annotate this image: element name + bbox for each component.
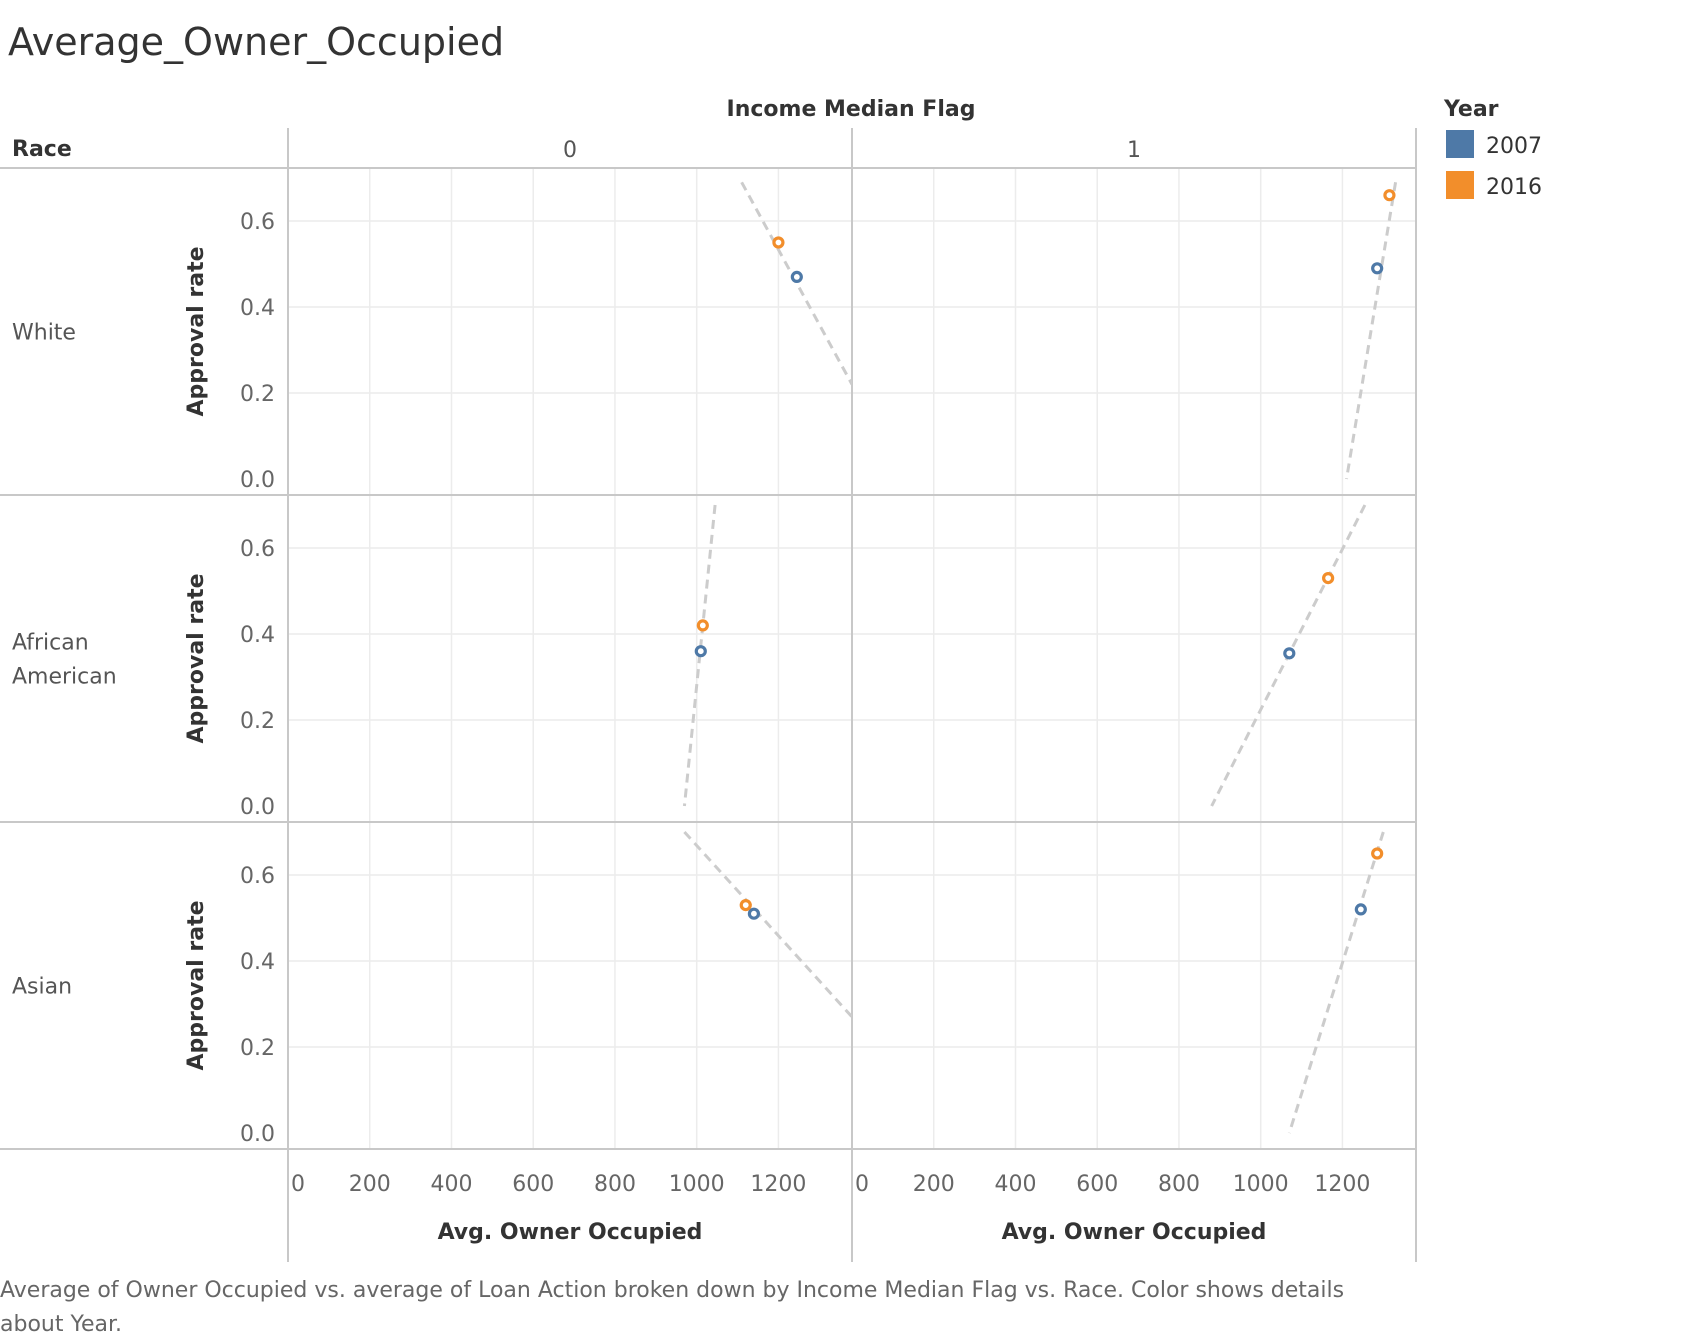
legend: Year 2007 2016 (1443, 97, 1542, 200)
point-2007 (1371, 262, 1384, 275)
column-header-0: 0 (563, 138, 577, 163)
x-tick-label: 1000 (1233, 1172, 1289, 1197)
y-tick-label: 0.4 (240, 623, 275, 648)
frame-layer (0, 128, 1417, 1262)
caption: Average of Owner Occupied vs. average of… (0, 1278, 1344, 1334)
x-tick-label: 400 (430, 1172, 472, 1197)
x-tick-label: 600 (1076, 1172, 1118, 1197)
column-header-1: 1 (1127, 138, 1141, 163)
column-field-header: Income Median Flag (727, 97, 976, 122)
row-label: White (12, 321, 76, 346)
x-tick-label: 800 (594, 1172, 636, 1197)
x-tick-label: 0 (855, 1172, 869, 1197)
y-tick-label: 0.0 (240, 1122, 275, 1147)
x-axis-title: Avg. Owner Occupied (1002, 1220, 1267, 1245)
y-axis-title: Approval rate (184, 246, 209, 416)
legend-title: Year (1443, 97, 1499, 122)
y-tick-label: 0.4 (240, 950, 275, 975)
y-tick-label: 0.6 (240, 210, 275, 235)
point-2016 (696, 619, 709, 632)
x-tick-label: 1200 (750, 1172, 806, 1197)
legend-swatch-2007 (1446, 130, 1474, 158)
point-2016 (1383, 189, 1396, 202)
y-axis-title: Approval rate (184, 900, 209, 1070)
grid-layer (287, 168, 1416, 1149)
trend-line (740, 181, 852, 386)
x-tick-label: 400 (994, 1172, 1036, 1197)
legend-label-2007: 2007 (1486, 134, 1542, 159)
y-tick-label: 0.2 (240, 709, 275, 734)
y-axis-title: Approval rate (184, 573, 209, 743)
caption-line: Average of Owner Occupied vs. average of… (0, 1278, 1344, 1303)
y-tick-label: 0.2 (240, 382, 275, 407)
y-tick-label: 0.6 (240, 864, 275, 889)
y-tick-label: 0.0 (240, 468, 275, 493)
row-label: American (12, 665, 117, 690)
y-tick-label: 0.6 (240, 537, 275, 562)
point-2016 (1322, 571, 1335, 585)
trend-line (1345, 182, 1398, 480)
row-field-header: Race (12, 137, 72, 162)
x-tick-label: 600 (512, 1172, 554, 1197)
y-tick-label: 0.4 (240, 296, 275, 321)
point-2016 (1371, 847, 1384, 860)
point-2016 (739, 898, 752, 912)
point-2007 (694, 645, 707, 658)
y-tick-label: 0.0 (240, 795, 275, 820)
row-label: Asian (12, 975, 72, 1000)
point-2007 (1283, 647, 1296, 660)
caption-line: about Year. (0, 1312, 122, 1334)
x-tick-label: 200 (349, 1172, 391, 1197)
point-2007 (790, 270, 803, 283)
legend-label-2016: 2016 (1486, 175, 1542, 200)
point-2007 (1354, 903, 1367, 916)
point-2007 (747, 907, 761, 920)
chart-title: Average_Owner_Occupied (8, 20, 504, 64)
legend-swatch-2016 (1446, 171, 1474, 199)
x-tick-label: 200 (913, 1172, 955, 1197)
row-label: African (12, 631, 89, 656)
y-tick-label: 0.2 (240, 1036, 275, 1061)
x-tick-label: 0 (291, 1172, 305, 1197)
x-tick-label: 800 (1158, 1172, 1200, 1197)
trend-line (683, 830, 852, 1018)
x-tick-label: 1000 (669, 1172, 725, 1197)
x-tick-label: 1200 (1314, 1172, 1370, 1197)
x-axis-title: Avg. Owner Occupied (438, 1220, 703, 1245)
data-points (694, 189, 1396, 920)
point-2016 (772, 236, 785, 249)
trend-line (1287, 831, 1385, 1134)
axis-labels: 0 1 White Approval rate 0.0 0.2 0.4 0.6 African A… (12, 138, 1370, 1245)
